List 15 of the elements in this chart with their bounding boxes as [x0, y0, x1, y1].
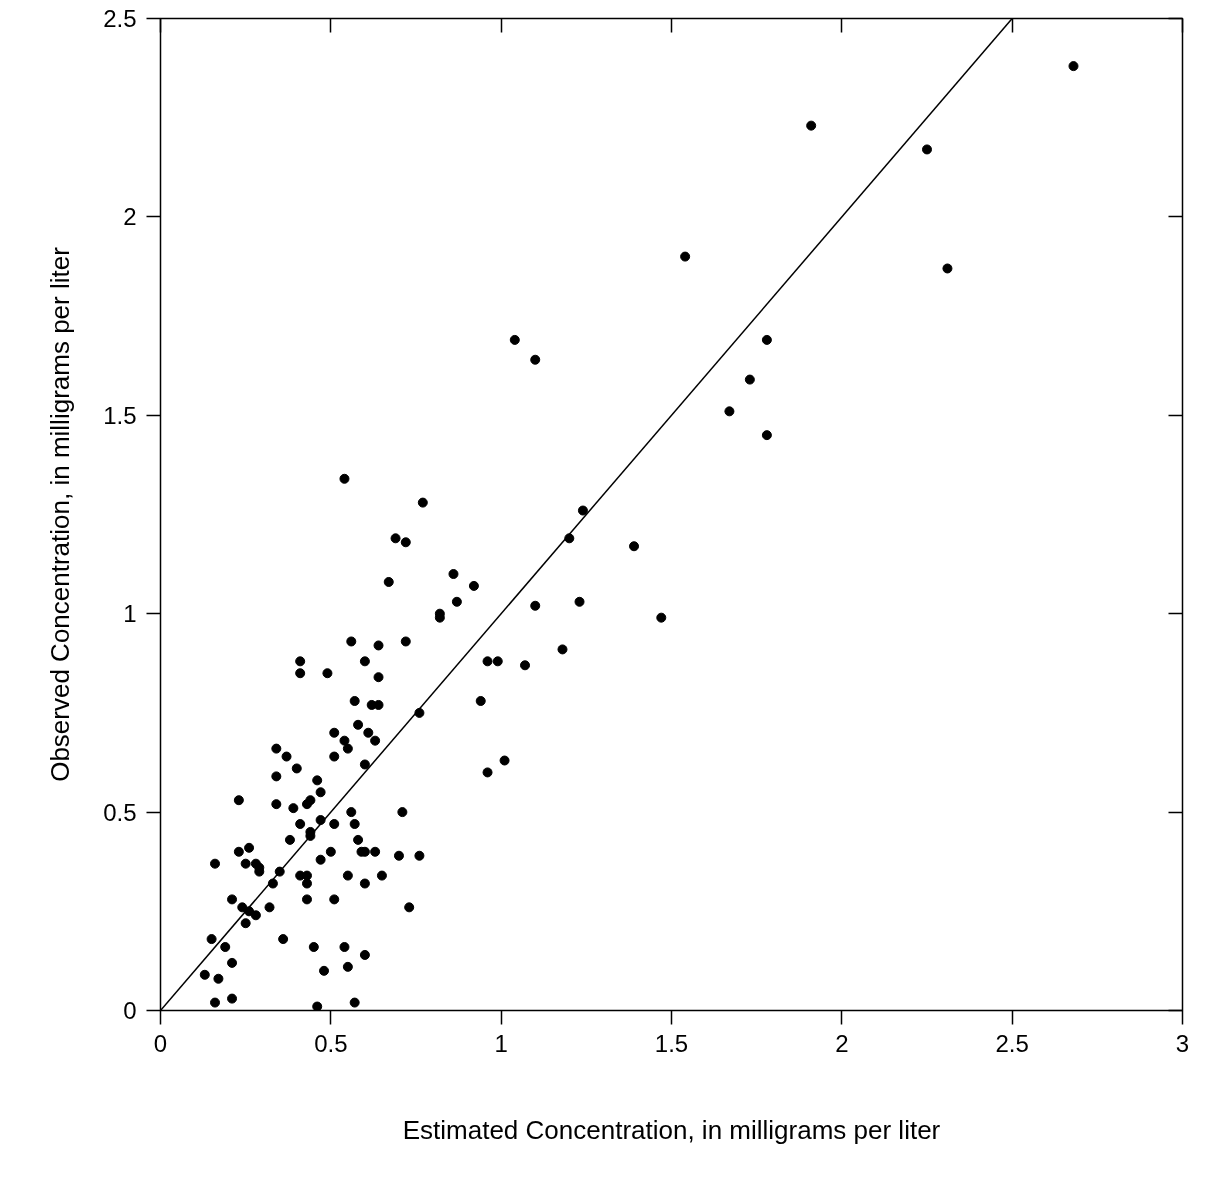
x-tick-label: 2.5: [995, 1029, 1029, 1057]
y-tick-label: 1.5: [103, 401, 137, 429]
y-axis-title: Observed Concentration, in milligrams per liter: [45, 246, 76, 782]
x-tick-label: 1: [494, 1029, 508, 1057]
x-tick-label: 3: [1175, 1029, 1190, 1057]
x-tick-label: 0.5: [314, 1029, 348, 1057]
y-tick-label: 0.5: [103, 798, 137, 826]
x-tick-label: 2: [835, 1029, 849, 1057]
x-tick-label: 0: [153, 1029, 168, 1057]
y-tick-label: 2: [123, 203, 137, 231]
x-tick-label: 1.5: [654, 1029, 689, 1057]
y-tick-label: 0: [123, 997, 137, 1024]
x-axis-title: Estimated Concentration, in milligrams per liter: [402, 1114, 941, 1145]
y-tick-label: 2.5: [103, 5, 137, 32]
y-tick-label: 1: [123, 600, 137, 628]
